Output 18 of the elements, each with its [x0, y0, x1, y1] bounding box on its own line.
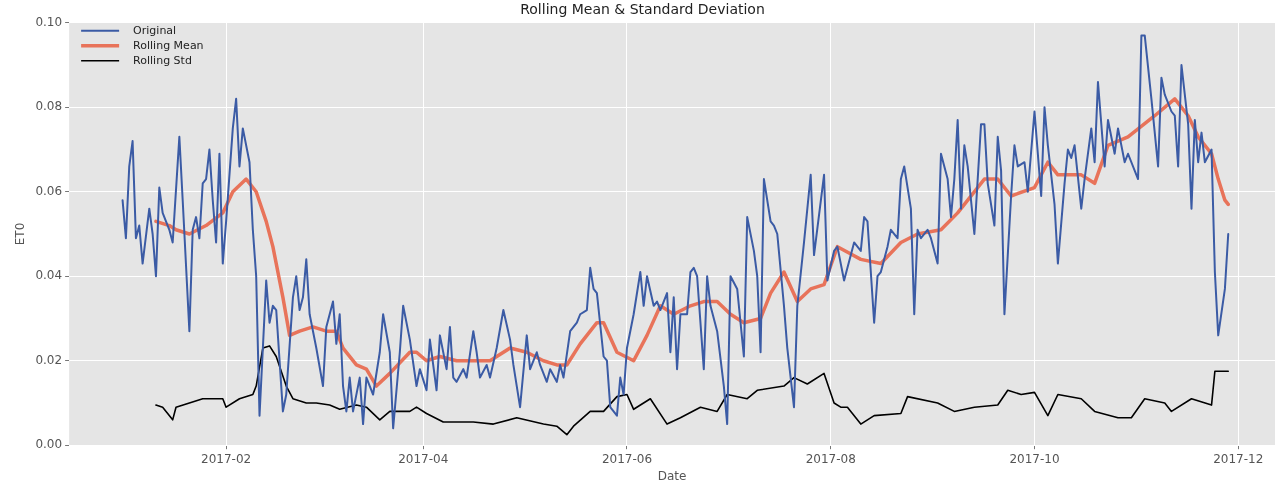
y-tick-label: 0.10 — [35, 14, 63, 29]
x-tick-label: 2017-08 — [805, 451, 856, 466]
x-axis-title: Date — [657, 468, 687, 483]
x-tick-label: 2017-02 — [201, 451, 252, 466]
x-tick-label: 2017-12 — [1213, 451, 1264, 466]
y-tick-label: 0.08 — [35, 99, 63, 114]
legend-label: Rolling Std — [133, 53, 192, 67]
x-tick-label: 2017-04 — [398, 451, 449, 466]
legend-label: Original — [133, 23, 177, 37]
y-tick-label: 0.06 — [35, 183, 63, 198]
x-tick-label: 2017-10 — [1009, 451, 1060, 466]
x-tick-label: 2017-06 — [601, 451, 653, 466]
legend-label: Rolling Mean — [133, 38, 204, 52]
chart-title: Rolling Mean & Standard Deviation — [520, 1, 765, 18]
y-tick-label: 0.04 — [35, 268, 63, 283]
y-tick-label: 0.02 — [35, 352, 63, 367]
y-tick-label: 0.00 — [35, 437, 63, 452]
y-axis-title: ET0 — [13, 222, 28, 246]
